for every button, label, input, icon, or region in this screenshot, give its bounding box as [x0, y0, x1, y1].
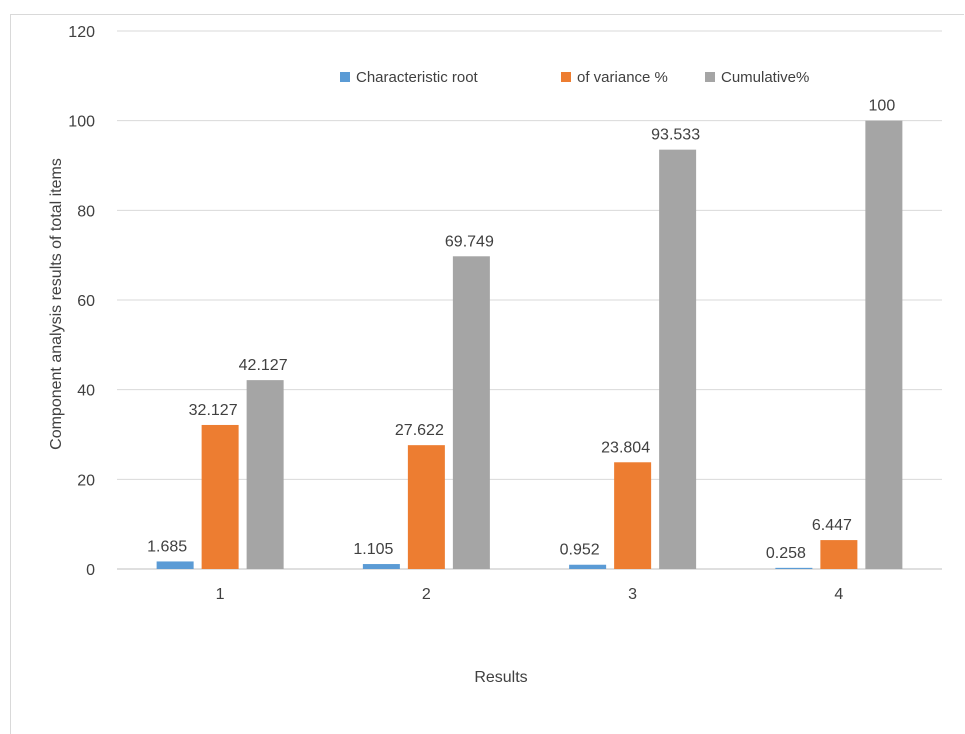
data-label: 42.127: [239, 357, 288, 374]
chart-frame: [10, 14, 964, 734]
x-tick-label: 1: [216, 586, 225, 603]
bar-of-variance-1: [201, 424, 239, 569]
data-label: 23.804: [601, 439, 650, 456]
y-tick-label: 60: [77, 293, 95, 310]
y-tick-label: 80: [77, 203, 95, 220]
data-label: 32.127: [189, 402, 238, 419]
y-tick-label: 40: [77, 383, 95, 400]
bar-of-variance-2: [407, 445, 445, 569]
legend-swatch: [705, 72, 715, 82]
y-tick-label: 20: [77, 472, 95, 489]
legend-swatch: [340, 72, 350, 82]
data-label: 6.447: [812, 517, 852, 534]
y-tick-label: 100: [68, 114, 95, 131]
data-labels: 1.685 32.127 42.127 1.105 27.622 69.749 0.952 2…: [147, 98, 895, 562]
bar-cumulative-4: [865, 120, 903, 570]
bar-of-variance-4: [820, 540, 858, 569]
data-label: 93.533: [651, 127, 700, 144]
y-tick-label: 120: [68, 24, 95, 41]
data-label: 0.258: [766, 545, 806, 562]
data-label: 27.622: [395, 422, 444, 439]
bar-characteristic-root-2: [362, 564, 400, 569]
bar-cumulative-2: [452, 256, 490, 569]
data-label: 69.749: [445, 233, 494, 250]
x-axis-title: Results: [474, 669, 527, 686]
data-label: 100: [869, 98, 896, 115]
legend: Characteristic root of variance % Cumulati…: [340, 69, 809, 86]
bar-characteristic-root-1: [156, 561, 194, 569]
gridlines: [117, 30, 942, 570]
data-label: 0.952: [560, 542, 600, 559]
bar-characteristic-root-3: [569, 564, 607, 569]
x-tick-label: 3: [628, 586, 637, 603]
bar-characteristic-root-4: [775, 567, 813, 569]
legend-entry-label: Characteristic root: [356, 69, 479, 86]
bar-cumulative-1: [246, 380, 284, 569]
x-tick-labels: 1 2 3 4: [216, 586, 844, 603]
legend-entry-label: of variance %: [577, 69, 668, 86]
y-tick-label: 0: [86, 562, 95, 579]
data-label: 1.685: [147, 538, 187, 555]
bar-of-variance-3: [614, 462, 652, 569]
x-tick-label: 4: [834, 586, 843, 603]
data-label: 1.105: [353, 541, 393, 558]
bar-cumulative-3: [659, 149, 697, 569]
legend-entry-label: Cumulative%: [721, 69, 809, 86]
x-tick-label: 2: [422, 586, 431, 603]
bars: [156, 120, 903, 570]
y-axis-title: Component analysis results of total item…: [48, 158, 65, 450]
legend-swatch: [561, 72, 571, 82]
y-tick-labels: 0 20 40 60 80 100 120: [68, 24, 95, 579]
